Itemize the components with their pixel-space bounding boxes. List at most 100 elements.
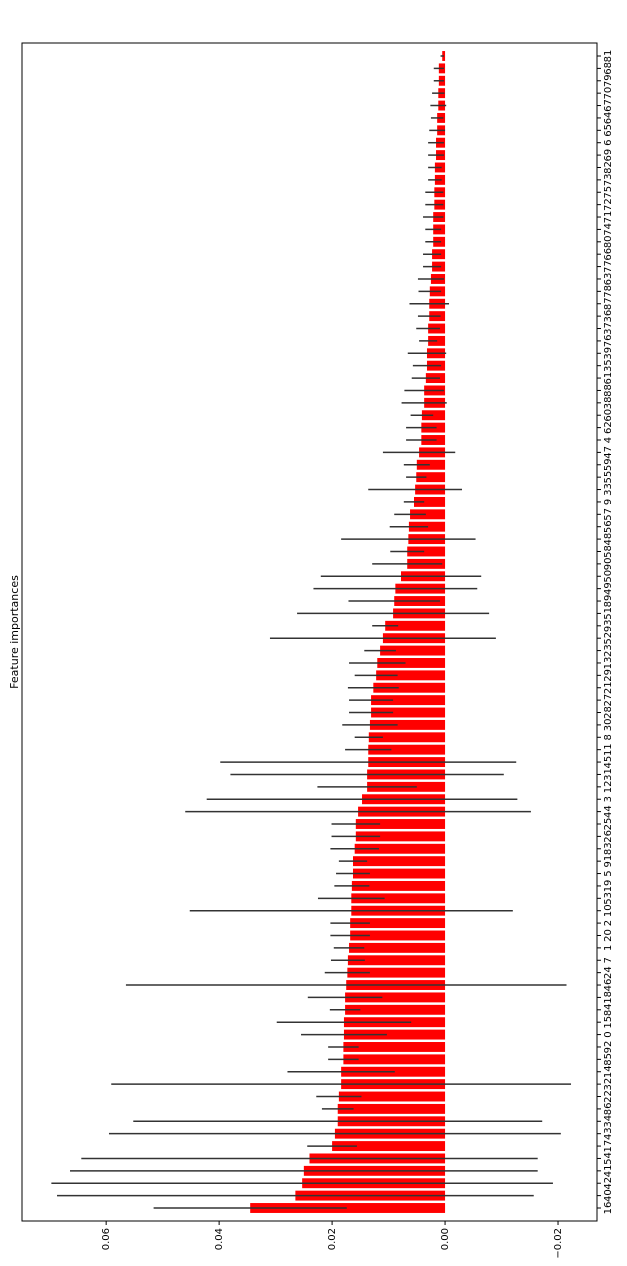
y-tick-label: 30 — [603, 719, 614, 732]
y-tick-label: 88 — [603, 384, 614, 397]
y-tick-label: 40 — [603, 1189, 614, 1202]
y-tick-label: 87 — [603, 297, 614, 310]
y-tick-label: 47 — [603, 446, 614, 459]
bar — [350, 918, 446, 929]
y-tick-label: 93 — [603, 619, 614, 632]
x-tick-label: −0.02 — [553, 1228, 564, 1259]
y-tick-label: 69 — [603, 149, 614, 162]
y-tick-label: 85 — [603, 1053, 614, 1066]
y-tick-label: 25 — [603, 818, 614, 831]
y-tick-label: 1 — [603, 945, 614, 951]
y-tick-label: 7 — [603, 957, 614, 963]
y-tick-label: 48 — [603, 533, 614, 546]
bar — [371, 707, 446, 718]
y-tick-label: 5 — [603, 870, 614, 876]
bar — [380, 645, 446, 656]
bar — [385, 620, 446, 631]
x-tick-label: 0.02 — [327, 1228, 338, 1250]
bar — [355, 819, 446, 829]
y-tick-label: 65 — [603, 124, 614, 137]
y-tick-label: 3 — [603, 796, 614, 802]
y-tick-label: 59 — [603, 458, 614, 471]
y-tick-label: 53 — [603, 892, 614, 905]
y-tick-label: 55 — [603, 471, 614, 484]
y-tick-label: 27 — [603, 694, 614, 707]
y-tick-label: 15 — [603, 1016, 614, 1029]
y-tick-label: 80 — [603, 235, 614, 248]
bar — [373, 682, 446, 693]
bar — [410, 509, 446, 520]
chart-title: Feature importances — [8, 575, 21, 689]
y-tick-label: 50 — [603, 570, 614, 583]
y-tick-label: 29 — [603, 669, 614, 682]
y-tick-label: 12 — [603, 780, 614, 793]
y-tick-label: 54 — [603, 1152, 614, 1165]
bar — [343, 1054, 446, 1065]
bar — [355, 831, 446, 842]
y-tick-label: 70 — [603, 87, 614, 100]
plot-frame — [21, 42, 598, 1222]
bar — [347, 967, 446, 978]
y-tick-label: 71 — [603, 211, 614, 224]
y-tick-label: 33 — [603, 483, 614, 496]
y-tick-label: 62 — [603, 421, 614, 434]
y-tick-label: 22 — [603, 1090, 614, 1103]
y-tick-label: 51 — [603, 607, 614, 620]
y-tick-label: 84 — [603, 1003, 614, 1016]
y-tick-label: 77 — [603, 260, 614, 273]
y-tick-label: 41 — [603, 1164, 614, 1177]
bar — [421, 410, 446, 421]
bar — [369, 719, 446, 730]
y-tick-label: 89 — [603, 595, 614, 608]
bar — [349, 942, 446, 953]
y-tick-label: 18 — [603, 991, 614, 1004]
bar — [368, 732, 446, 743]
y-tick-label: 52 — [603, 632, 614, 645]
y-tick-label: 44 — [603, 805, 614, 818]
y-tick-label: 75 — [603, 186, 614, 199]
y-tick-label: 66 — [603, 248, 614, 261]
y-tick-label: 23 — [603, 644, 614, 657]
y-tick-label: 78 — [603, 285, 614, 298]
y-tick-label: 39 — [603, 347, 614, 360]
y-tick-label: 42 — [603, 1177, 614, 1190]
bar — [347, 955, 446, 966]
y-tick-label: 86 — [603, 1103, 614, 1116]
y-tick-label: 79 — [603, 74, 614, 87]
y-tick-label: 31 — [603, 768, 614, 781]
bar — [407, 546, 446, 557]
y-tick-label: 4 — [603, 437, 614, 443]
y-tick-label: 10 — [603, 904, 614, 917]
y-tick-label: 67 — [603, 99, 614, 112]
y-tick-label: 11 — [603, 743, 614, 756]
bar — [351, 880, 446, 891]
y-tick-label: 21 — [603, 681, 614, 694]
bar — [343, 1042, 446, 1052]
bar — [352, 868, 446, 879]
y-tick-label: 63 — [603, 273, 614, 286]
y-tick-label: 57 — [603, 508, 614, 521]
y-tick-label: 90 — [603, 558, 614, 571]
y-tick-label: 2 — [603, 920, 614, 926]
bar — [345, 1004, 446, 1015]
y-tick-label: 19 — [603, 880, 614, 893]
y-tick-label: 32 — [603, 1078, 614, 1091]
bar — [371, 695, 446, 706]
bar — [337, 1103, 446, 1114]
y-tick-label: 91 — [603, 855, 614, 868]
bar — [350, 930, 446, 941]
bar — [368, 744, 446, 755]
bar — [351, 893, 446, 904]
bar — [377, 658, 446, 668]
bar — [345, 992, 446, 1003]
bar — [376, 670, 446, 681]
y-tick-label: 34 — [603, 1115, 614, 1128]
y-tick-label: 38 — [603, 396, 614, 409]
x-tick-label: 0.00 — [440, 1228, 451, 1250]
y-tick-label: 64 — [603, 112, 614, 125]
y-tick-label: 68 — [603, 62, 614, 75]
y-tick-label: 81 — [603, 50, 614, 63]
y-tick-label: 61 — [603, 372, 614, 385]
